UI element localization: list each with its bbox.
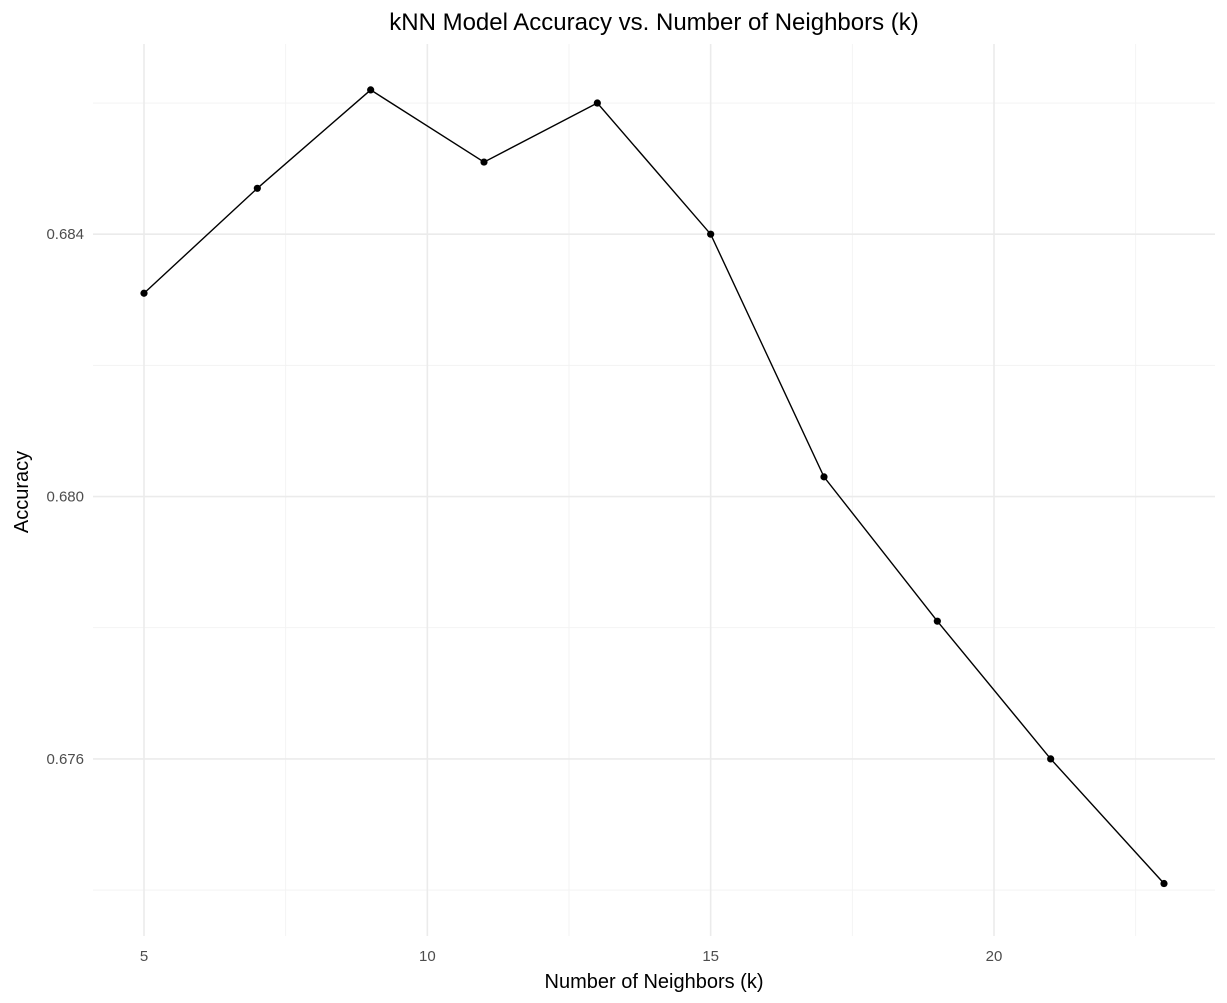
series-line [143,89,1165,885]
data-point [253,184,261,192]
x-tick-label: 5 [140,948,148,965]
y-tick-label: 0.676 [46,751,84,768]
data-point [1160,879,1168,888]
data-point [367,86,375,94]
x-axis-title: Number of Neighbors (k) [545,971,764,993]
chart-title: kNN Model Accuracy vs. Number of Neighbo… [389,9,919,36]
x-axis-tick-labels: 5 10 15 20 [140,948,1003,965]
y-axis-tick-labels: 0.676 0.680 0.684 [46,226,84,768]
data-point [593,99,601,107]
data-point [707,230,715,238]
y-tick-label: 0.684 [46,226,84,243]
y-tick-label: 0.680 [46,489,84,506]
x-tick-label: 10 [419,948,436,965]
x-tick-label: 20 [986,948,1003,965]
x-tick-label: 15 [702,948,719,965]
data-point [820,473,828,481]
minor-gridlines [93,44,1215,936]
major-gridlines [93,44,1215,936]
data-point [480,158,488,166]
data-point [933,617,941,625]
data-point [1047,755,1055,763]
accuracy-series [140,86,1168,888]
y-axis-title: Accuracy [11,451,33,533]
data-point [140,289,148,297]
